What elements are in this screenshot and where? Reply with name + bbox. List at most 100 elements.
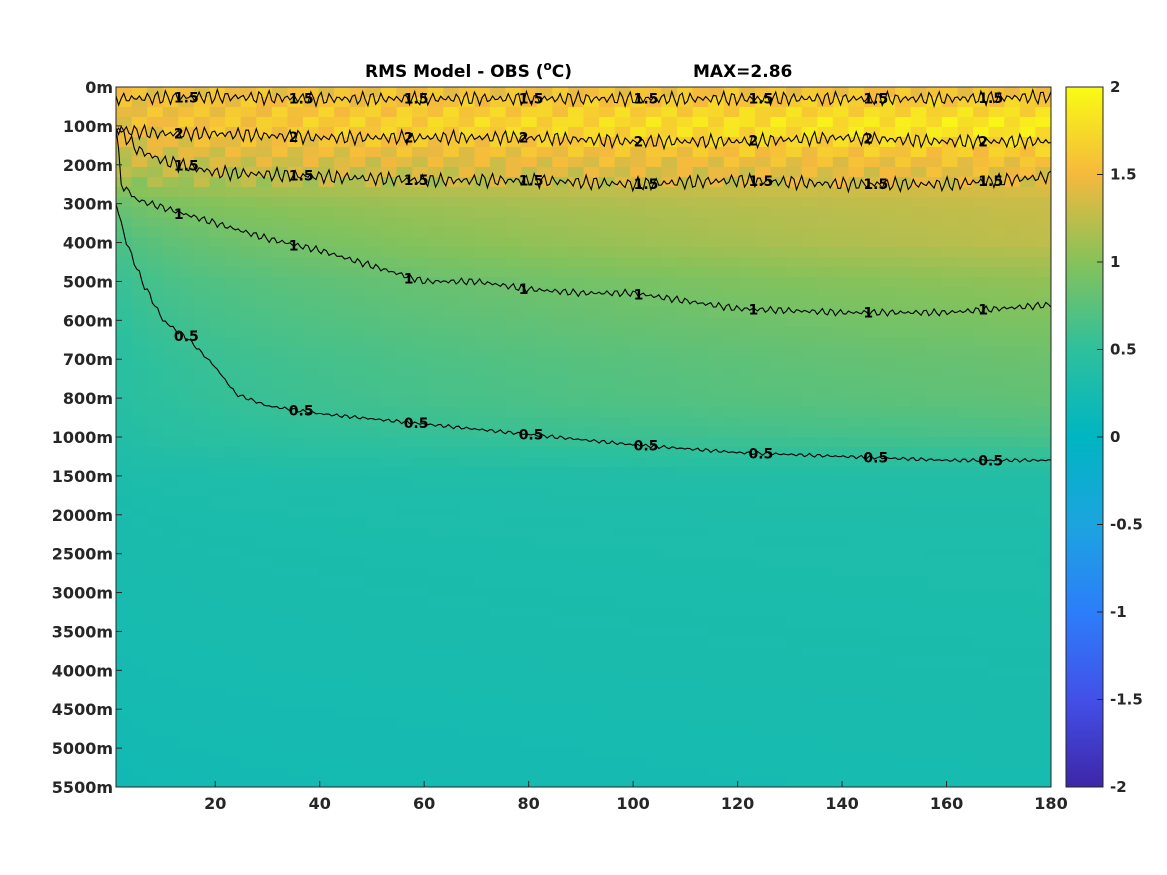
heatmap-cell — [801, 777, 818, 787]
heatmap-cell — [864, 747, 881, 758]
heatmap-cell — [162, 657, 179, 668]
heatmap-cell — [723, 397, 740, 408]
heatmap-cell — [957, 317, 974, 328]
heatmap-cell — [630, 97, 647, 108]
heatmap-cell — [645, 247, 663, 258]
heatmap-cell — [567, 217, 585, 228]
heatmap-cell — [879, 137, 896, 148]
heatmap-cell — [256, 617, 273, 628]
heatmap-cell — [271, 637, 289, 648]
heatmap-cell — [209, 337, 226, 348]
heatmap-cell — [801, 597, 818, 608]
heatmap-cell — [116, 327, 133, 338]
heatmap-cell — [116, 647, 133, 658]
heatmap-cell — [988, 417, 1005, 428]
heatmap-cell — [677, 227, 694, 238]
heatmap-cell — [240, 757, 257, 768]
heatmap-cell — [412, 697, 429, 708]
heatmap-cell — [427, 667, 444, 678]
heatmap-cell — [427, 107, 444, 118]
heatmap-cell — [848, 107, 865, 118]
heatmap-cell — [396, 287, 413, 298]
heatmap-cell — [349, 517, 366, 528]
heatmap-cell — [116, 147, 133, 158]
heatmap-cell — [380, 467, 398, 478]
heatmap-cell — [926, 137, 943, 148]
heatmap-cell — [365, 497, 382, 508]
heatmap-cell — [567, 777, 585, 787]
heatmap-cell — [739, 187, 756, 198]
heatmap-cell — [895, 357, 912, 368]
heatmap-cell — [162, 407, 179, 418]
heatmap-cell — [895, 617, 912, 628]
heatmap-cell — [334, 637, 351, 648]
heatmap-cell — [599, 307, 616, 318]
heatmap-cell — [973, 627, 990, 638]
heatmap-cell — [926, 177, 943, 188]
heatmap-cell — [349, 447, 366, 458]
heatmap-cell — [879, 567, 896, 578]
heatmap-cell — [380, 197, 398, 208]
heatmap-cell — [567, 557, 585, 568]
heatmap-cell — [754, 527, 772, 538]
heatmap-cell — [536, 397, 553, 408]
heatmap-cell — [832, 257, 850, 268]
heatmap-cell — [723, 707, 740, 718]
heatmap-cell — [723, 177, 740, 188]
heatmap-cell — [240, 217, 257, 228]
heatmap-cell — [209, 567, 226, 578]
heatmap-cell — [427, 327, 444, 338]
heatmap-cell — [988, 447, 1005, 458]
heatmap-cell — [334, 527, 351, 538]
heatmap-cell — [209, 677, 226, 688]
heatmap-cell — [1004, 457, 1021, 468]
heatmap-cell — [162, 517, 179, 528]
contour-label: 1.5 — [634, 177, 659, 193]
heatmap-cell — [708, 587, 725, 598]
heatmap-cell — [256, 657, 273, 668]
heatmap-cell — [786, 437, 803, 448]
heatmap-cell — [193, 657, 211, 668]
heatmap-cell — [271, 667, 289, 678]
heatmap-cell — [988, 257, 1005, 268]
heatmap-cell — [458, 557, 476, 568]
heatmap-cell — [739, 407, 756, 418]
heatmap-cell — [848, 377, 865, 388]
heatmap-cell — [677, 587, 694, 598]
heatmap-cell — [661, 587, 678, 598]
heatmap-cell — [458, 637, 476, 648]
heatmap-cell — [474, 257, 491, 268]
heatmap-cell — [271, 587, 289, 598]
heatmap-cell — [599, 407, 616, 418]
heatmap-cell — [427, 357, 444, 368]
heatmap-cell — [427, 257, 444, 268]
heatmap-cell — [645, 397, 663, 408]
heatmap-cell — [739, 707, 756, 718]
heatmap-cell — [178, 767, 195, 778]
heatmap-cell — [864, 107, 881, 118]
heatmap-cell — [817, 577, 834, 588]
heatmap-cell — [303, 537, 320, 548]
heatmap-cell — [708, 177, 725, 188]
heatmap-cell — [583, 237, 600, 248]
heatmap-cell — [895, 447, 912, 458]
heatmap-cell — [334, 767, 351, 778]
heatmap-cell — [412, 427, 429, 438]
heatmap-cell — [162, 397, 179, 408]
heatmap-cell — [583, 457, 600, 468]
contour-label: 1.5 — [749, 174, 774, 190]
heatmap-cell — [661, 147, 678, 158]
heatmap-cell — [380, 327, 398, 338]
heatmap-cell — [941, 597, 959, 608]
heatmap-cell — [567, 327, 585, 338]
heatmap-cell — [770, 697, 787, 708]
heatmap-cell — [1004, 317, 1021, 328]
heatmap-cell — [817, 107, 834, 118]
heatmap-cell — [271, 557, 289, 568]
heatmap-cell — [490, 427, 507, 438]
heatmap-cell — [1004, 297, 1021, 308]
heatmap-cell — [505, 417, 522, 428]
heatmap-cell — [365, 377, 382, 388]
heatmap-cell — [599, 157, 616, 168]
heatmap-cell — [271, 687, 289, 698]
